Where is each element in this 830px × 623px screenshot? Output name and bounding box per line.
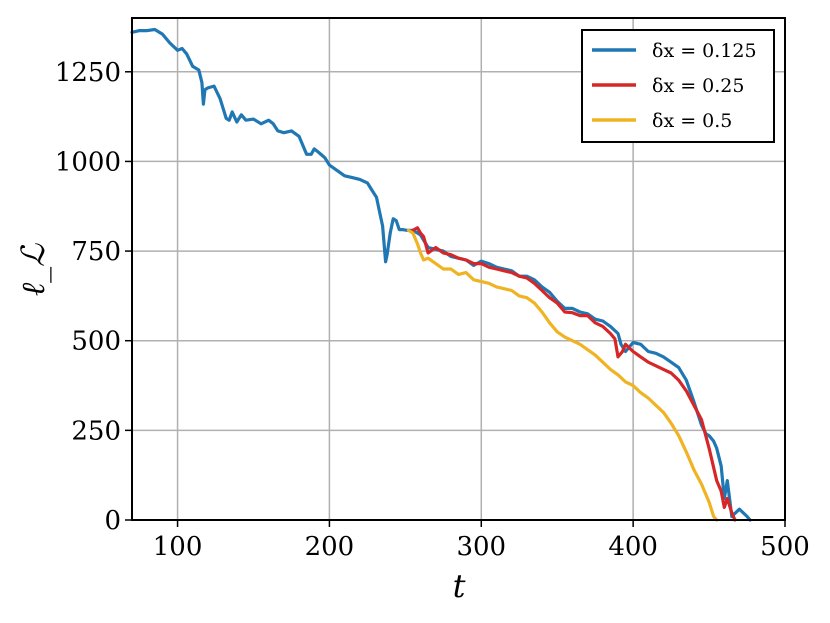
- y-tick-label: 500: [71, 327, 121, 357]
- series-lines: [130, 27, 752, 522]
- x-axis-label: t: [453, 567, 466, 605]
- legend: δx = 0.125 δx = 0.25 δx = 0.5: [581, 29, 775, 143]
- legend-label-0: δx = 0.125: [652, 40, 757, 62]
- x-tick-label: 400: [608, 532, 658, 562]
- legend-label-2: δx = 0.5: [652, 110, 732, 132]
- tick-labels: 100 200 300 400 500 0 250 500 750 1000 1250: [55, 58, 810, 562]
- y-tick-label: 750: [71, 237, 121, 267]
- x-tick-label: 200: [305, 532, 355, 562]
- y-tick-label: 1250: [55, 58, 121, 88]
- y-tick-label: 1000: [55, 147, 121, 177]
- plot-frame: [131, 17, 786, 521]
- y-axis-label: ℓ_ℒ: [14, 243, 52, 296]
- y-tick-label: 250: [71, 416, 121, 446]
- x-tick-label: 500: [760, 532, 810, 562]
- series-line-1: [411, 226, 737, 522]
- series-line-0: [130, 27, 752, 522]
- x-tick-label: 100: [153, 532, 203, 562]
- legend-label-1: δx = 0.25: [652, 75, 744, 97]
- axis-ticks: [125, 71, 786, 527]
- y-tick-label: 0: [104, 506, 121, 536]
- series-line-2: [406, 228, 719, 522]
- x-tick-label: 300: [456, 532, 506, 562]
